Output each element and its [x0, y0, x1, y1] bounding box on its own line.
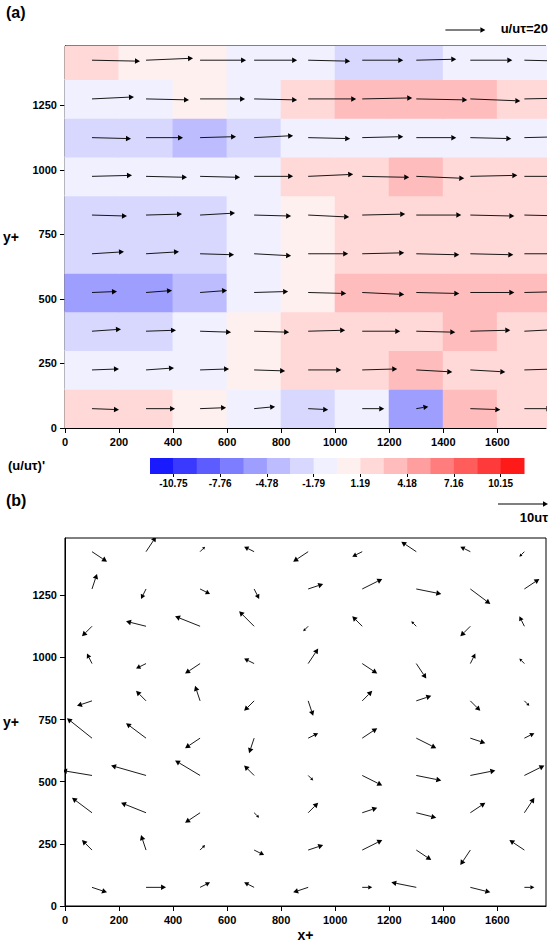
- svg-text:-7.76: -7.76: [209, 478, 232, 489]
- svg-text:500: 500: [39, 776, 57, 788]
- svg-text:400: 400: [164, 914, 182, 926]
- svg-text:0: 0: [51, 900, 57, 912]
- svg-text:4.18: 4.18: [397, 478, 417, 489]
- svg-text:-1.79: -1.79: [302, 478, 325, 489]
- svg-text:y+: y+: [3, 714, 19, 730]
- svg-text:u/uτ=20: u/uτ=20: [501, 21, 548, 36]
- svg-text:600: 600: [218, 436, 236, 448]
- svg-text:1000: 1000: [32, 651, 56, 663]
- svg-text:1200: 1200: [377, 914, 401, 926]
- svg-text:-10.75: -10.75: [159, 478, 188, 489]
- svg-text:1.19: 1.19: [351, 478, 371, 489]
- svg-text:1200: 1200: [377, 436, 401, 448]
- svg-text:400: 400: [164, 436, 182, 448]
- svg-text:0: 0: [51, 422, 57, 434]
- svg-text:0: 0: [62, 436, 68, 448]
- svg-text:0: 0: [62, 914, 68, 926]
- svg-text:200: 200: [110, 436, 128, 448]
- svg-text:1000: 1000: [323, 436, 347, 448]
- svg-text:y+: y+: [3, 229, 19, 245]
- svg-text:10.15: 10.15: [488, 478, 513, 489]
- svg-text:1250: 1250: [32, 589, 56, 601]
- svg-text:1250: 1250: [32, 99, 56, 111]
- svg-text:-4.78: -4.78: [255, 478, 278, 489]
- svg-text:200: 200: [110, 914, 128, 926]
- svg-text:1400: 1400: [431, 914, 455, 926]
- svg-text:x+: x+: [297, 927, 313, 943]
- svg-text:(b): (b): [6, 492, 26, 509]
- svg-text:600: 600: [218, 914, 236, 926]
- svg-text:(u/uτ)': (u/uτ)': [8, 458, 45, 473]
- svg-text:800: 800: [272, 436, 290, 448]
- svg-text:1000: 1000: [323, 914, 347, 926]
- svg-text:250: 250: [39, 838, 57, 850]
- svg-text:1600: 1600: [485, 914, 509, 926]
- svg-text:1400: 1400: [431, 436, 455, 448]
- svg-text:1600: 1600: [485, 436, 509, 448]
- svg-text:750: 750: [39, 228, 57, 240]
- svg-text:(a): (a): [6, 4, 26, 21]
- svg-text:7.16: 7.16: [444, 478, 464, 489]
- svg-text:750: 750: [39, 714, 57, 726]
- svg-text:250: 250: [39, 357, 57, 369]
- svg-text:500: 500: [39, 293, 57, 305]
- svg-text:800: 800: [272, 914, 290, 926]
- svg-text:10uτ: 10uτ: [520, 510, 548, 525]
- svg-text:1000: 1000: [32, 164, 56, 176]
